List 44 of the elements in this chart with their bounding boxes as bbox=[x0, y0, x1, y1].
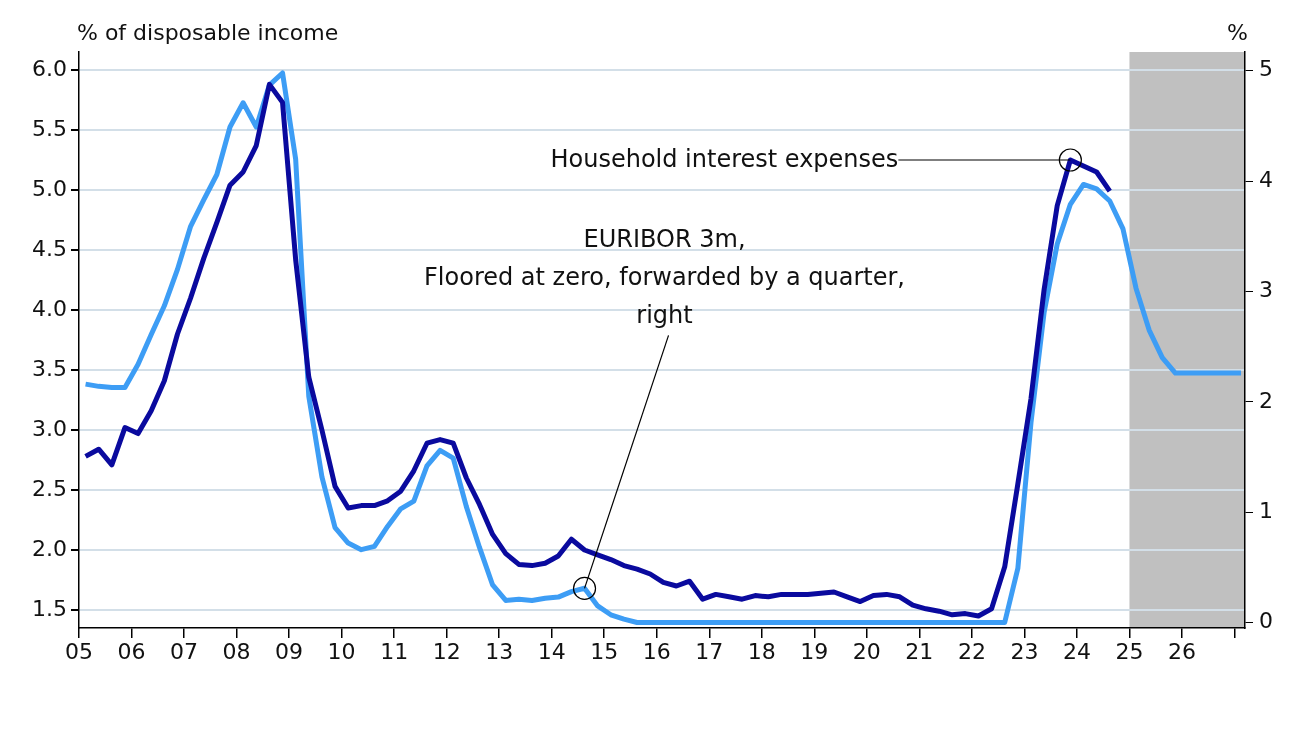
y2-tick-label: 2 bbox=[1259, 387, 1273, 413]
y2-tick-label: 5 bbox=[1259, 56, 1273, 82]
x-tick-label: 11 bbox=[380, 638, 409, 664]
x-tick-label: 25 bbox=[1115, 638, 1144, 664]
leader-with-ring: EURIBOR 3m, Floored at zero, forwarded by a quarter, right bbox=[424, 225, 905, 600]
x-tick-label: 10 bbox=[327, 638, 356, 664]
annotation: EURIBOR 3m, Floored at zero, forwarded by a quarter, right bbox=[424, 225, 905, 330]
y-tick-label: 5.0 bbox=[32, 175, 67, 201]
x-tick-label: 22 bbox=[957, 638, 986, 664]
y-tick-label: 2.0 bbox=[32, 535, 67, 561]
y-tick-label: 6.0 bbox=[32, 55, 67, 81]
annotation: Household interest expenses bbox=[550, 145, 899, 173]
x-tick-label: 26 bbox=[1167, 638, 1196, 664]
x-tick-label: 23 bbox=[1010, 638, 1039, 664]
x-tick-label: 14 bbox=[537, 638, 566, 664]
x-tick-label: 08 bbox=[222, 638, 251, 664]
x-tick-label: 06 bbox=[117, 638, 146, 664]
x-tick-label: 05 bbox=[65, 638, 93, 664]
x-tick-label: 21 bbox=[905, 638, 934, 664]
y2-axis-title: % bbox=[1227, 20, 1248, 45]
y2-tick-label: 4 bbox=[1259, 166, 1273, 192]
y-tick-label: 2.5 bbox=[32, 475, 67, 501]
x-tick-label: 09 bbox=[275, 638, 304, 664]
x-tick-label: 07 bbox=[170, 638, 199, 664]
x-tick-label: 24 bbox=[1062, 638, 1091, 664]
y2-tick-label: 0 bbox=[1259, 608, 1273, 634]
y2-tick-label: 3 bbox=[1259, 277, 1273, 303]
y2-tick-label: 1 bbox=[1259, 497, 1273, 523]
x-tick-label: 15 bbox=[590, 638, 619, 664]
y-tick-label: 5.5 bbox=[32, 115, 67, 141]
x-tick-label: 13 bbox=[485, 638, 514, 664]
y-tick-label: 3.5 bbox=[32, 355, 67, 381]
x-tick-label: 20 bbox=[852, 638, 881, 664]
y-tick-label: 4.5 bbox=[32, 235, 67, 261]
x-tick-label: 19 bbox=[800, 638, 829, 664]
y-tick-label: 3.0 bbox=[32, 415, 67, 441]
x-tick-label: 17 bbox=[695, 638, 724, 664]
y-axis-title: % of disposable income bbox=[77, 20, 339, 45]
y-tick-label: 1.5 bbox=[32, 595, 67, 621]
x-tick-label: 12 bbox=[432, 638, 461, 664]
y-tick-label: 4.0 bbox=[32, 295, 67, 321]
x-tick-label: 18 bbox=[747, 638, 776, 664]
x-tick-label: 16 bbox=[642, 638, 671, 664]
leader-with-ring: Household interest expenses bbox=[550, 145, 1082, 173]
